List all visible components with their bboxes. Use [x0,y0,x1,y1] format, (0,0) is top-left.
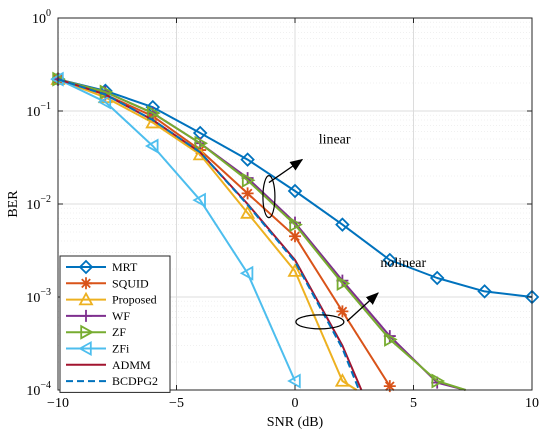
annotation-label: nolinear [380,256,426,271]
legend-label: SQUID [112,276,149,290]
x-tick-label: 0 [292,396,299,411]
annotation-label: linear [319,132,351,147]
x-tick-label: −10 [47,396,69,411]
legend-label: MRT [112,260,138,274]
data-point [289,230,301,242]
y-tick-label: 10−2 [26,194,51,213]
y-tick-label: 10−3 [26,287,51,306]
legend-label: WF [112,309,130,323]
x-tick-label: 5 [410,396,417,411]
legend: MRT SQUID Proposed WF ZF ZFi ADMM BCDPG2 [60,256,170,392]
legend-label: BCDPG2 [112,374,158,388]
legend-label: ZFi [112,342,130,356]
y-axis-title: BER [6,190,21,218]
legend-label: ADMM [112,358,151,372]
x-tick-label: 10 [525,396,539,411]
data-point [242,187,254,199]
y-tick-label: 100 [32,8,51,27]
y-tick-label: 10−1 [26,101,51,120]
x-tick-label: −5 [169,396,184,411]
legend-label: Proposed [112,293,157,307]
x-axis-title: SNR (dB) [267,415,324,430]
legend-label: ZF [112,325,126,339]
